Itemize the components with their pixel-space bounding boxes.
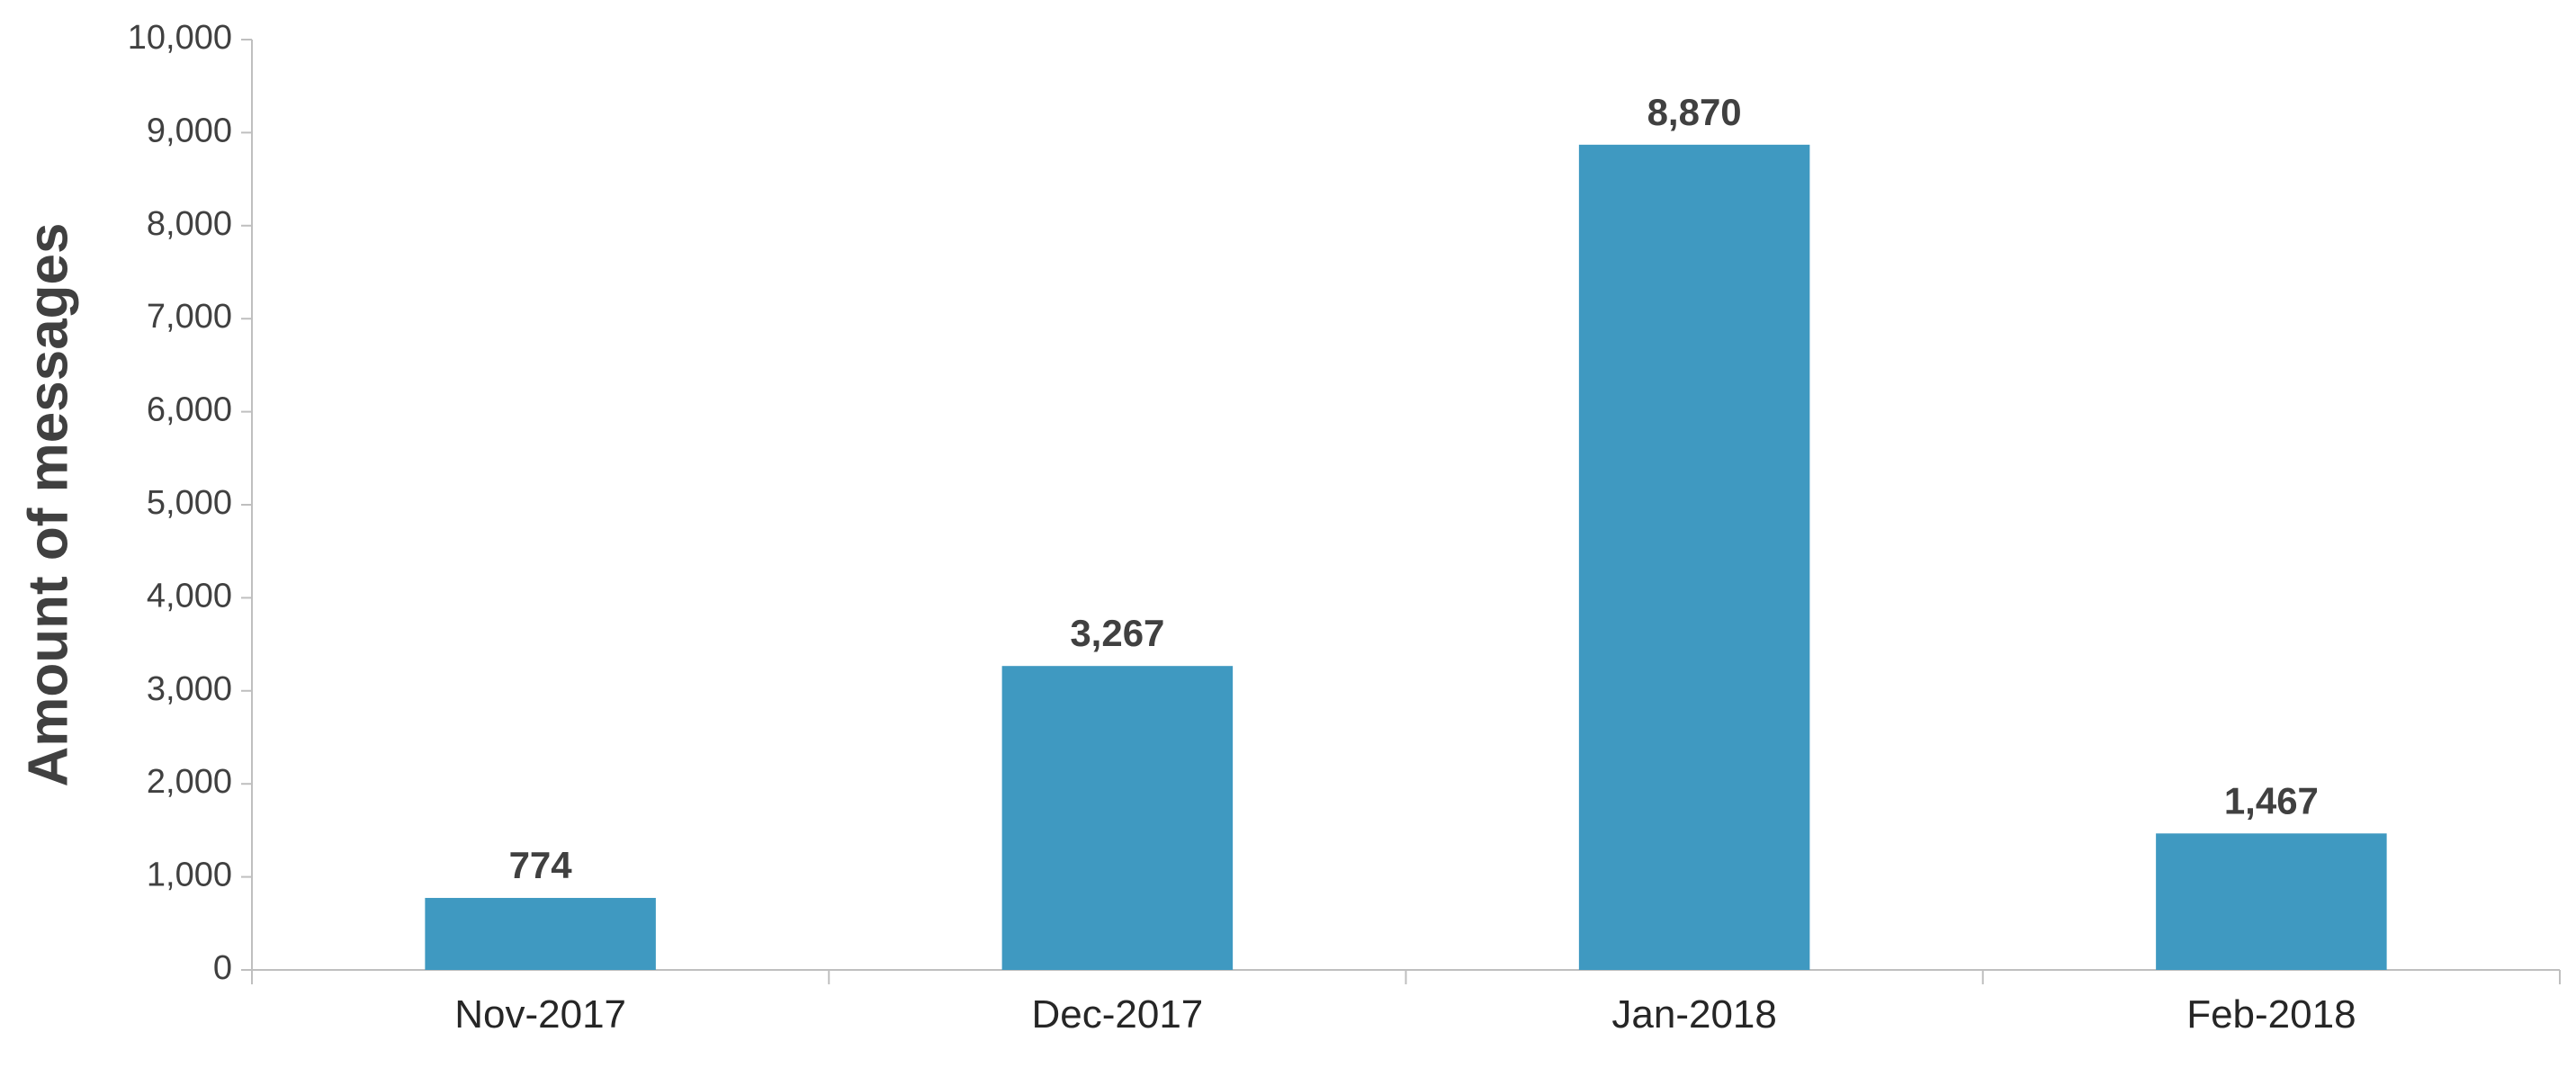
y-tick-label: 2,000 xyxy=(147,763,232,801)
y-tick-label: 4,000 xyxy=(147,577,232,615)
data-label: 8,870 xyxy=(1647,91,1742,133)
data-label: 774 xyxy=(509,844,573,886)
data-label: 1,467 xyxy=(2224,779,2319,821)
bar xyxy=(1578,144,1810,971)
y-tick-label: 8,000 xyxy=(147,205,232,243)
data-label: 3,267 xyxy=(1070,612,1164,654)
y-tick-label: 5,000 xyxy=(147,484,232,522)
y-tick-label: 9,000 xyxy=(147,112,232,149)
x-tick-label: Dec-2017 xyxy=(1031,992,1203,1037)
y-tick-label: 0 xyxy=(213,949,232,987)
x-tick-label: Feb-2018 xyxy=(2186,992,2356,1037)
bar xyxy=(1001,666,1234,970)
y-tick-label: 6,000 xyxy=(147,391,232,429)
y-tick-label: 7,000 xyxy=(147,298,232,336)
y-tick-label: 1,000 xyxy=(147,857,232,894)
x-tick-label: Nov-2017 xyxy=(454,992,626,1037)
y-tick-label: 3,000 xyxy=(147,670,232,708)
y-tick-label: 10,000 xyxy=(128,19,232,57)
y-axis-title: Amount of messages xyxy=(17,222,79,786)
bar xyxy=(2156,833,2387,970)
bar xyxy=(425,897,656,970)
x-tick-label: Jan-2018 xyxy=(1611,992,1776,1037)
